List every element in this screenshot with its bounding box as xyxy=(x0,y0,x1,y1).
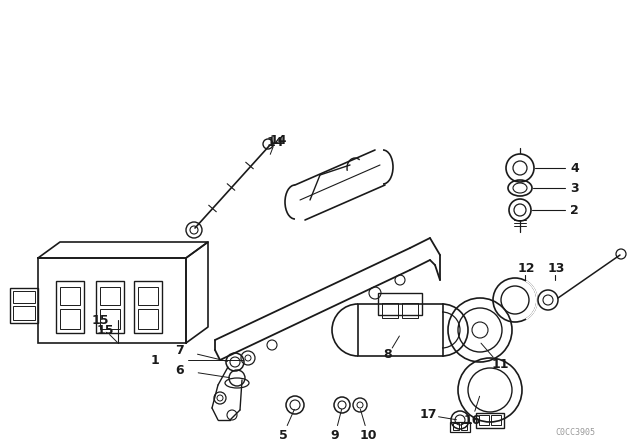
Text: C0CC3905: C0CC3905 xyxy=(555,427,595,436)
Bar xyxy=(402,303,418,318)
Bar xyxy=(13,306,35,320)
Text: 6: 6 xyxy=(176,363,184,376)
Text: 17: 17 xyxy=(419,409,436,422)
Text: 10: 10 xyxy=(359,428,377,441)
Text: 14: 14 xyxy=(270,134,287,146)
Bar xyxy=(138,309,158,329)
Text: 16: 16 xyxy=(463,414,481,426)
Bar xyxy=(461,423,467,430)
Bar xyxy=(491,415,501,425)
Text: 5: 5 xyxy=(278,428,287,441)
Bar xyxy=(60,287,80,305)
Text: 13: 13 xyxy=(548,262,565,275)
Text: 15: 15 xyxy=(92,314,109,327)
Bar xyxy=(476,413,504,428)
Text: 3: 3 xyxy=(570,181,579,194)
Text: 2: 2 xyxy=(570,203,579,216)
Bar xyxy=(453,423,459,430)
Bar xyxy=(96,281,124,333)
Bar xyxy=(56,281,84,333)
Bar xyxy=(382,303,398,318)
Bar xyxy=(134,281,162,333)
Bar xyxy=(38,258,186,343)
Bar xyxy=(10,288,38,323)
Bar xyxy=(479,415,489,425)
Bar xyxy=(378,293,422,315)
Text: 15: 15 xyxy=(96,323,114,336)
Text: 11: 11 xyxy=(492,358,509,371)
Text: 14: 14 xyxy=(266,135,284,148)
Text: 7: 7 xyxy=(175,344,184,357)
Text: 8: 8 xyxy=(384,349,392,362)
Text: 4: 4 xyxy=(570,161,579,175)
Bar xyxy=(100,309,120,329)
Bar xyxy=(13,291,35,303)
Bar xyxy=(450,422,470,432)
Text: 12: 12 xyxy=(518,262,536,275)
Bar xyxy=(100,287,120,305)
Bar xyxy=(138,287,158,305)
Bar xyxy=(60,309,80,329)
Text: 9: 9 xyxy=(331,428,339,441)
Text: 1: 1 xyxy=(150,353,159,366)
Bar xyxy=(358,304,443,356)
